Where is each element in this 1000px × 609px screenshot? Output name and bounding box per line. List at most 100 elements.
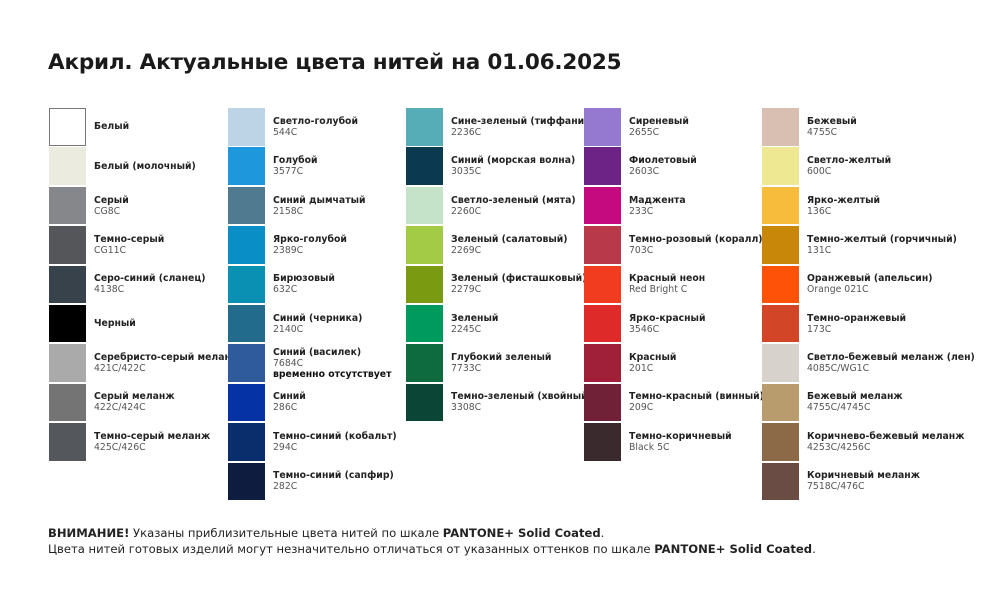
color-label: Темно-зеленый (хвойный) 3308C bbox=[451, 384, 592, 422]
pantone-code: 4755C bbox=[807, 126, 838, 138]
color-label: Оранжевый (апельсин) Orange 021C bbox=[807, 266, 933, 304]
color-label: Коричневый меланж 7518C/476C bbox=[807, 463, 920, 501]
pantone-code: 2140C bbox=[273, 323, 304, 335]
color-swatch bbox=[584, 265, 621, 304]
color-label: Синий (василек) 7684C временно отсутствует bbox=[273, 344, 392, 382]
color-name: Бежевый bbox=[807, 115, 857, 127]
pantone-code: Red Bright C bbox=[629, 284, 688, 296]
color-swatch bbox=[584, 304, 621, 343]
punct: . bbox=[600, 526, 605, 540]
pantone-code: 2158C bbox=[273, 205, 304, 217]
color-label: Зеленый (фисташковый) 2279C bbox=[451, 266, 586, 304]
color-name: Синий (морская волна) bbox=[451, 155, 576, 167]
color-name: Оранжевый (апельсин) bbox=[807, 273, 933, 285]
color-name: Ярко-желтый bbox=[807, 194, 881, 206]
color-name: Маджента bbox=[629, 194, 686, 206]
color-label: Коричнево-бежевый меланж 4253C/4256C bbox=[807, 423, 964, 461]
pantone-code: Orange 021C bbox=[807, 284, 869, 296]
pantone-code: 544C bbox=[273, 126, 298, 138]
color-label: Синий (морская волна) 3035C bbox=[451, 147, 575, 185]
scale-name: PANTONE+ Solid Coated bbox=[654, 542, 813, 556]
color-swatch bbox=[49, 344, 86, 382]
color-name: Серый bbox=[94, 194, 129, 206]
color-swatch bbox=[406, 344, 443, 382]
color-name: Серебристо-серый меланж bbox=[94, 352, 241, 364]
pantone-code: 2260C bbox=[451, 205, 482, 217]
color-swatch bbox=[49, 147, 86, 185]
pantone-code: 201C bbox=[629, 363, 654, 375]
pantone-code: 4138C bbox=[94, 284, 125, 296]
color-label: Сиреневый 2655C bbox=[629, 108, 689, 146]
color-name: Сиреневый bbox=[629, 115, 689, 127]
color-label: Темно-розовый (коралл) 703C bbox=[629, 226, 763, 264]
color-label: Бирюзовый 632C bbox=[273, 266, 335, 304]
pantone-code: 209C bbox=[629, 402, 654, 414]
color-swatch bbox=[49, 304, 86, 343]
scale-name: PANTONE+ Solid Coated bbox=[442, 526, 601, 540]
warning-text: Указаны приблизительные цвета нитей по ш… bbox=[129, 526, 443, 540]
footer-warning: ВНИМАНИЕ! Указаны приблизительные цвета … bbox=[48, 526, 604, 540]
color-label: Маджента 233C bbox=[629, 187, 686, 225]
color-label: Глубокий зеленый 7733C bbox=[451, 344, 551, 382]
pantone-code: 2603C bbox=[629, 166, 660, 178]
pantone-code: 421C/422C bbox=[94, 363, 146, 375]
pantone-code: 173C bbox=[807, 323, 832, 335]
color-label: Белый bbox=[94, 108, 129, 146]
color-swatch bbox=[406, 265, 443, 304]
color-name: Красный неон bbox=[629, 273, 706, 285]
pantone-code: 131C bbox=[807, 244, 832, 256]
color-label: Темно-оранжевый 173C bbox=[807, 305, 906, 343]
color-name: Сине-зеленый (тиффани) bbox=[451, 115, 589, 127]
color-swatch bbox=[228, 383, 265, 422]
color-swatch bbox=[49, 226, 86, 264]
pantone-code: 2279C bbox=[451, 284, 482, 296]
color-swatch bbox=[49, 383, 86, 422]
pantone-code: 425C/426C bbox=[94, 441, 146, 453]
color-label: Красный неон Red Bright C bbox=[629, 266, 705, 304]
color-name: Светло-желтый bbox=[807, 155, 892, 167]
color-swatch bbox=[584, 186, 621, 225]
color-swatch bbox=[228, 344, 265, 382]
footer-note: Цвета нитей готовых изделий могут незнач… bbox=[48, 542, 816, 556]
color-name: Синий (василек) bbox=[273, 346, 362, 358]
pantone-code: 3546C bbox=[629, 323, 660, 335]
color-swatch bbox=[228, 186, 265, 225]
color-name: Темно-серый меланж bbox=[94, 430, 211, 442]
color-swatch bbox=[49, 186, 86, 225]
color-label: Ярко-желтый 136C bbox=[807, 187, 880, 225]
color-swatch bbox=[584, 108, 621, 146]
color-name: Темно-зеленый (хвойный) bbox=[451, 391, 592, 403]
color-label: Серый меланж 422C/424C bbox=[94, 384, 175, 422]
pantone-code: 600C bbox=[807, 166, 832, 178]
pantone-code: 3577C bbox=[273, 166, 304, 178]
color-name: Темно-серый bbox=[94, 233, 165, 245]
color-name: Зеленый bbox=[451, 312, 499, 324]
color-swatch bbox=[762, 186, 799, 225]
pantone-code: 7684C bbox=[273, 357, 304, 369]
color-name: Темно-синий (кобальт) bbox=[273, 430, 397, 442]
pantone-code: 422C/424C bbox=[94, 402, 146, 414]
color-name: Коричневый меланж bbox=[807, 470, 920, 482]
color-label: Ярко-красный 3546C bbox=[629, 305, 705, 343]
pantone-code: 286C bbox=[273, 402, 298, 414]
color-swatch bbox=[228, 304, 265, 343]
pantone-code: 2236C bbox=[451, 126, 482, 138]
pantone-code: CG11C bbox=[94, 244, 127, 256]
color-swatch bbox=[584, 423, 621, 461]
pantone-code: 703C bbox=[629, 244, 654, 256]
color-label: Ярко-голубой 2389C bbox=[273, 226, 347, 264]
pantone-code: 2269C bbox=[451, 244, 482, 256]
color-name: Черный bbox=[94, 318, 136, 330]
color-name: Темно-розовый (коралл) bbox=[629, 233, 763, 245]
color-swatch bbox=[762, 265, 799, 304]
color-name: Синий (черника) bbox=[273, 312, 363, 324]
pantone-code: 3035C bbox=[451, 166, 482, 178]
pantone-code: 282C bbox=[273, 481, 298, 493]
color-label: Серый CG8C bbox=[94, 187, 129, 225]
color-label: Черный bbox=[94, 305, 136, 343]
color-name: Светло-голубой bbox=[273, 115, 358, 127]
color-label: Синий (черника) 2140C bbox=[273, 305, 362, 343]
pantone-code: 136C bbox=[807, 205, 832, 217]
color-name: Темно-красный (винный) bbox=[629, 391, 764, 403]
